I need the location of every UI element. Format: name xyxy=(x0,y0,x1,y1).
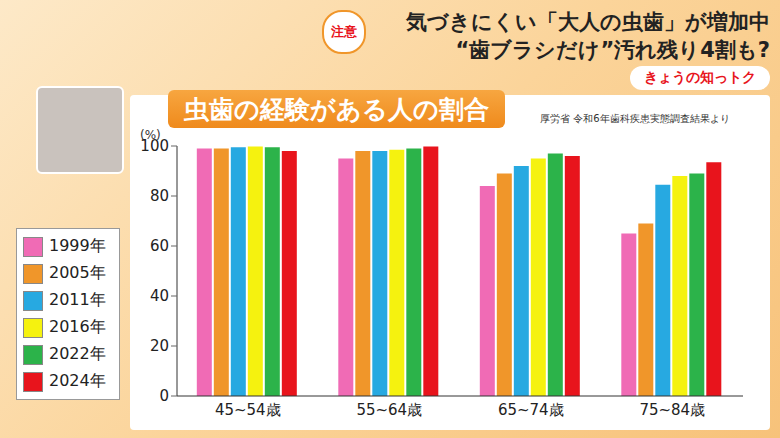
svg-text:100: 100 xyxy=(140,137,169,155)
svg-text:0: 0 xyxy=(159,387,169,405)
html-text:厚労省 令和6年歯科疾患実態調査結果より: 厚労省 令和6年歯科疾患実態調査結果より xyxy=(540,113,730,124)
html-text:2024年: 2024年 xyxy=(49,371,106,390)
html-text:2016年: 2016年 xyxy=(49,317,106,336)
html-text:きょうの知っトク: きょうの知っトク xyxy=(644,69,756,85)
html-text:2011年: 2011年 xyxy=(49,290,106,309)
svg-text:60: 60 xyxy=(150,237,169,255)
html-text:注意: 注意 xyxy=(331,24,357,39)
svg-text:40: 40 xyxy=(150,287,169,305)
html-text:気づきにくい「大人の虫歯」が増加中: 気づきにくい「大人の虫歯」が増加中 xyxy=(406,10,770,34)
html-text:1999年: 1999年 xyxy=(49,236,106,255)
svg-text:45~54歳: 45~54歳 xyxy=(215,401,281,419)
svg-text:80: 80 xyxy=(150,187,169,205)
svg-text:55~64歳: 55~64歳 xyxy=(356,401,422,419)
html-text:2005年: 2005年 xyxy=(49,263,106,282)
html-text:2022年: 2022年 xyxy=(49,344,106,363)
svg-text:65~74歳: 65~74歳 xyxy=(498,401,564,419)
html-text:虫歯の経験がある人の割合: 虫歯の経験がある人の割合 xyxy=(184,94,489,124)
svg-text:75~84歳: 75~84歳 xyxy=(639,401,705,419)
html-text:“歯ブラシだけ”汚れ残り4割も?: “歯ブラシだけ”汚れ残り4割も? xyxy=(455,38,770,62)
svg-text:20: 20 xyxy=(150,337,169,355)
